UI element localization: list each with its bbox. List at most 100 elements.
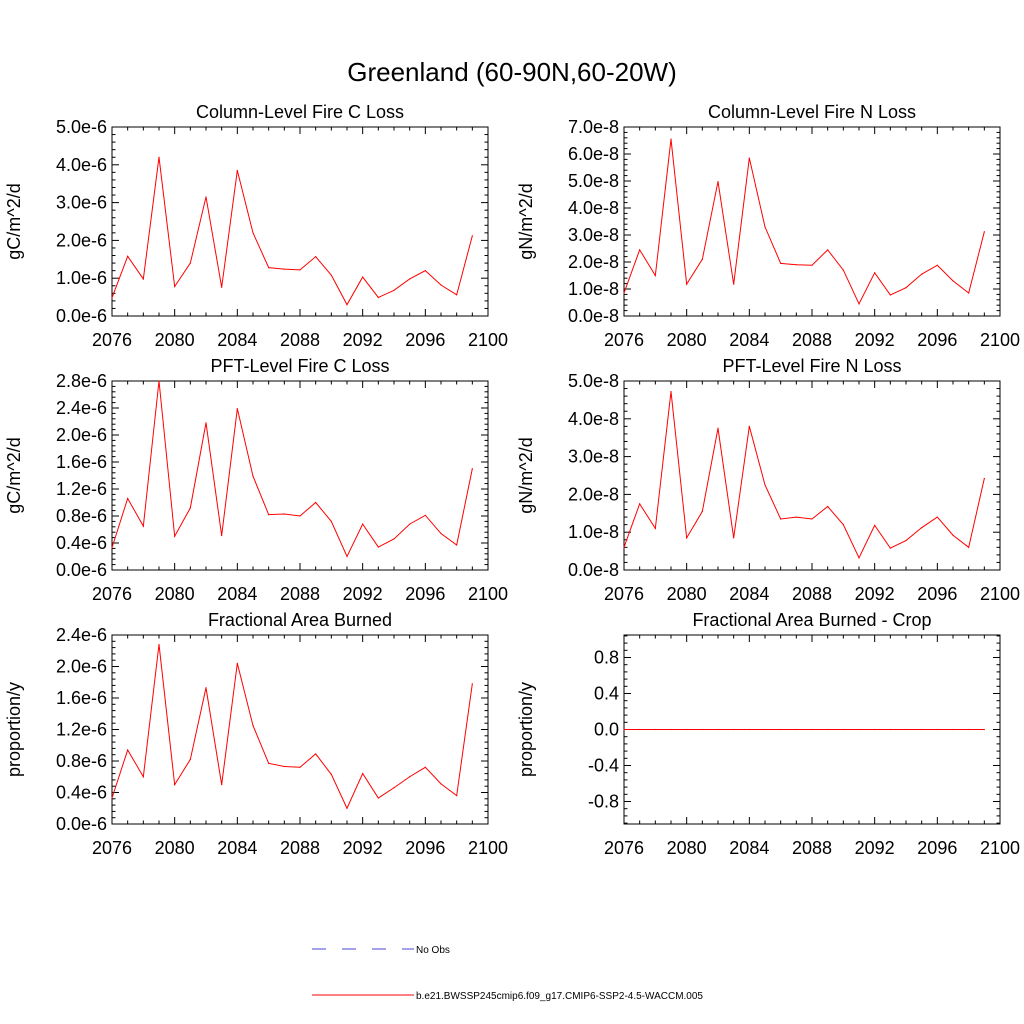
chart-6-data-point	[983, 728, 985, 731]
chart-5-xtick-label: 2076	[92, 838, 132, 858]
chart-2-title: Column-Level Fire N Loss	[708, 102, 916, 122]
chart-6-data-point	[795, 728, 797, 731]
chart-2-data-point	[811, 264, 813, 266]
chart-3-data-point	[142, 525, 144, 527]
chart-4-data-point	[811, 518, 813, 520]
chart-6-data-point	[686, 728, 688, 731]
chart-4-data-point	[780, 518, 782, 520]
chart-1-xtick-label: 2076	[92, 330, 132, 350]
chart-3-data-point	[424, 514, 426, 516]
chart-2-data-point	[827, 249, 829, 251]
chart-3-data-point	[362, 523, 364, 525]
chart-4-data-point	[936, 516, 938, 518]
chart-1-xtick-label: 2084	[217, 330, 257, 350]
chart-4-data-point	[795, 516, 797, 518]
chart-1-data-point	[315, 256, 317, 258]
chart-5-data-point	[127, 749, 129, 751]
chart-6-xtick-label: 2088	[792, 838, 832, 858]
chart-3-ytick-label: 2.8e-6	[56, 371, 107, 391]
chart-1-data-point	[346, 304, 348, 306]
chart-6-ytick-label: 0.4	[594, 684, 619, 704]
chart-2-data-point	[717, 180, 719, 183]
chart-5-data-point	[236, 662, 238, 664]
chart-2-data-point	[921, 273, 923, 275]
chart-6-data-point	[952, 728, 954, 731]
chart-1-series-line	[111, 157, 473, 306]
chart-3-xtick-label: 2100	[468, 584, 508, 604]
chart-6-data-point	[921, 728, 923, 731]
chart-5-data-point	[142, 776, 144, 778]
chart-4-data-point	[670, 390, 672, 393]
chart-1-data-point	[252, 232, 254, 234]
chart-5-ytick-label: 0.8e-6	[56, 751, 107, 771]
chart-5-data-point	[189, 758, 191, 761]
figure-title: Greenland (60-90N,60-20W)	[347, 57, 677, 87]
chart-1-data-point	[393, 289, 395, 291]
chart-6-data-point	[827, 728, 829, 731]
chart-4-ytick-label: 3.0e-8	[568, 447, 619, 467]
chart-1-xtick-label: 2080	[155, 330, 195, 350]
chart-4-data-point	[827, 505, 829, 508]
chart-5-data-point	[315, 753, 317, 755]
chart-5-data-point	[471, 683, 473, 685]
chart-4-data-point	[921, 527, 923, 529]
chart-3-data-point	[268, 514, 270, 516]
chart-6-data-point	[936, 728, 938, 731]
chart-1-ytick-label: 5.0e-6	[56, 117, 107, 137]
chart-4-data-point	[842, 524, 844, 526]
chart-3-ytick-label: 0.8e-6	[56, 506, 107, 526]
chart-3-data-point	[111, 547, 113, 549]
chart-1-ytick-label: 2.0e-6	[56, 230, 107, 250]
chart-6-xtick-label: 2096	[917, 838, 957, 858]
chart-3-data-point	[299, 515, 301, 517]
chart-1-xtick-label: 2088	[280, 330, 320, 350]
chart-5-data-point	[409, 776, 411, 778]
chart-4-xtick-label: 2100	[980, 584, 1020, 604]
chart-4-xtick-label: 2096	[917, 584, 957, 604]
chart-2-data-point	[968, 292, 970, 294]
chart-5-title: Fractional Area Burned	[208, 610, 392, 630]
chart-2-data-point	[842, 269, 844, 271]
chart-6-data-point	[654, 728, 656, 731]
chart-1-data-point	[409, 278, 411, 280]
chart-panel-6: Fractional Area Burned - Crop proportion/…	[516, 610, 1020, 858]
chart-3-data-point	[127, 497, 129, 500]
chart-3-ytick-label: 2.0e-6	[56, 425, 107, 445]
chart-5-ylabel: proportion/y	[4, 682, 24, 777]
chart-3-data-point	[174, 535, 176, 537]
legend-label-model-run: b.e21.BWSSP245cmip6.f09_g17.CMIP6-SSP2-4…	[416, 991, 703, 1002]
chart-2-data-point	[858, 303, 860, 305]
chart-3-data-point	[205, 422, 207, 424]
chart-4-data-point	[701, 510, 703, 513]
chart-3-xtick-label: 2096	[405, 584, 445, 604]
chart-5-data-point	[221, 784, 223, 786]
chart-6-ytick-label: 0.0	[594, 720, 619, 740]
chart-1-data-point	[221, 286, 223, 288]
chart-5-data-point	[377, 797, 379, 799]
chart-1-data-point	[456, 294, 458, 296]
chart-1-data-point	[424, 270, 426, 272]
chart-2-data-point	[905, 287, 907, 289]
chart-6-ytick-label: -0.4	[588, 756, 619, 776]
chart-4-data-point	[968, 546, 970, 548]
chart-4-data-point	[733, 537, 735, 539]
chart-1-ytick-label: 1.0e-6	[56, 268, 107, 288]
chart-5-series-line	[111, 644, 473, 810]
chart-3-ytick-label: 0.4e-6	[56, 533, 107, 553]
chart-3-ytick-label: 1.2e-6	[56, 479, 107, 499]
chart-2-xtick-label: 2088	[792, 330, 832, 350]
chart-6-xtick-label: 2092	[855, 838, 895, 858]
chart-6-xtick-label: 2100	[980, 838, 1020, 858]
chart-6-data-point	[670, 728, 672, 731]
chart-3-xtick-label: 2084	[217, 584, 257, 604]
legend-label-no-obs: No Obs	[416, 945, 450, 956]
chart-3-data-point	[471, 468, 473, 470]
chart-5-xtick-label: 2100	[468, 838, 508, 858]
chart-1-data-point	[111, 297, 113, 299]
chart-6-ylabel: proportion/y	[516, 682, 536, 777]
chart-3-data-point	[377, 546, 379, 548]
chart-6-data-point	[780, 728, 782, 731]
chart-6-xtick-label: 2080	[667, 838, 707, 858]
chart-6-data-point	[764, 728, 766, 731]
chart-panel-2: Column-Level Fire N Loss gN/m^2/d 2076 2080…	[516, 102, 1020, 350]
